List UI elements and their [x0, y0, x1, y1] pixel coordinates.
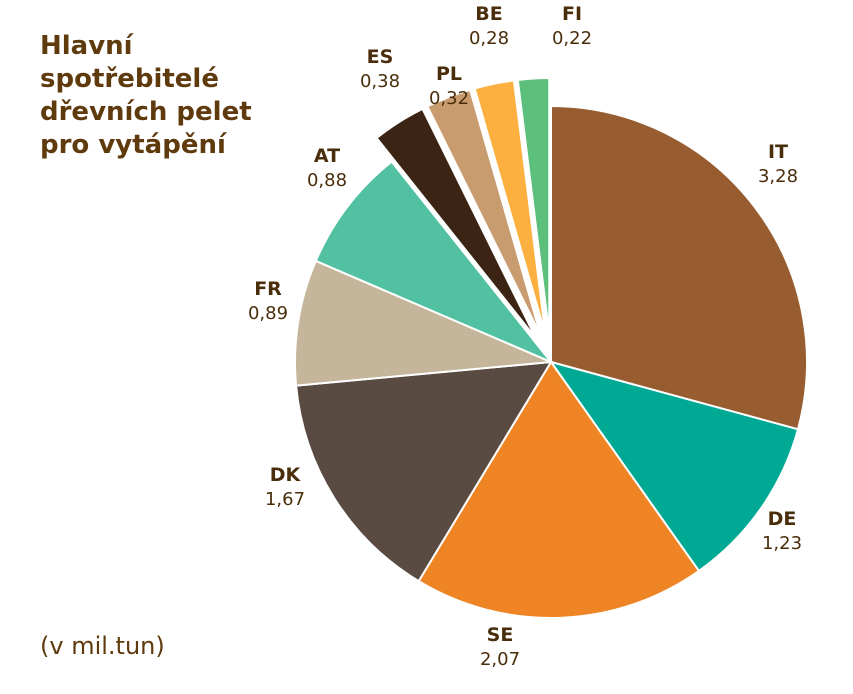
slice-value-at: 0,88 [307, 170, 347, 191]
pie-slice-se [417, 360, 701, 619]
slice-value-se: 2,07 [480, 649, 520, 670]
slice-label-fr: FR [254, 278, 282, 300]
pie-slice-pl [426, 88, 542, 337]
pie-slice-de [548, 360, 800, 573]
slice-label-fi: FI [562, 3, 582, 25]
pie-slice-it [550, 104, 808, 431]
unit-note: (v mil.tun) [40, 632, 165, 660]
pie-slice-be [473, 79, 547, 335]
slice-value-de: 1,23 [762, 533, 802, 554]
slice-label-dk: DK [270, 464, 302, 486]
slice-label-pl: PL [436, 63, 462, 85]
slice-value-dk: 1,67 [265, 489, 305, 510]
pie-slice-dk [295, 360, 553, 583]
slice-label-be: BE [475, 3, 502, 25]
slice-value-be: 0,28 [469, 28, 509, 49]
chart-title: Hlavní spotřebitelé dřevních pelet pro v… [40, 31, 252, 160]
slice-value-pl: 0,32 [429, 88, 469, 109]
pie-slice-es [375, 107, 537, 339]
slice-label-de: DE [768, 508, 797, 530]
slice-label-se: SE [487, 624, 514, 646]
slice-label-at: AT [314, 145, 340, 167]
slice-label-es: ES [367, 46, 394, 68]
pie-slice-fi [516, 77, 551, 335]
pie-slice-at [314, 160, 552, 363]
slice-value-fr: 0,89 [248, 303, 288, 324]
slice-value-it: 3,28 [758, 166, 798, 187]
slice-value-es: 0,38 [360, 71, 400, 92]
slice-label-it: IT [768, 141, 788, 163]
slice-value-fi: 0,22 [552, 28, 592, 49]
pie-slice-fr [294, 259, 552, 387]
